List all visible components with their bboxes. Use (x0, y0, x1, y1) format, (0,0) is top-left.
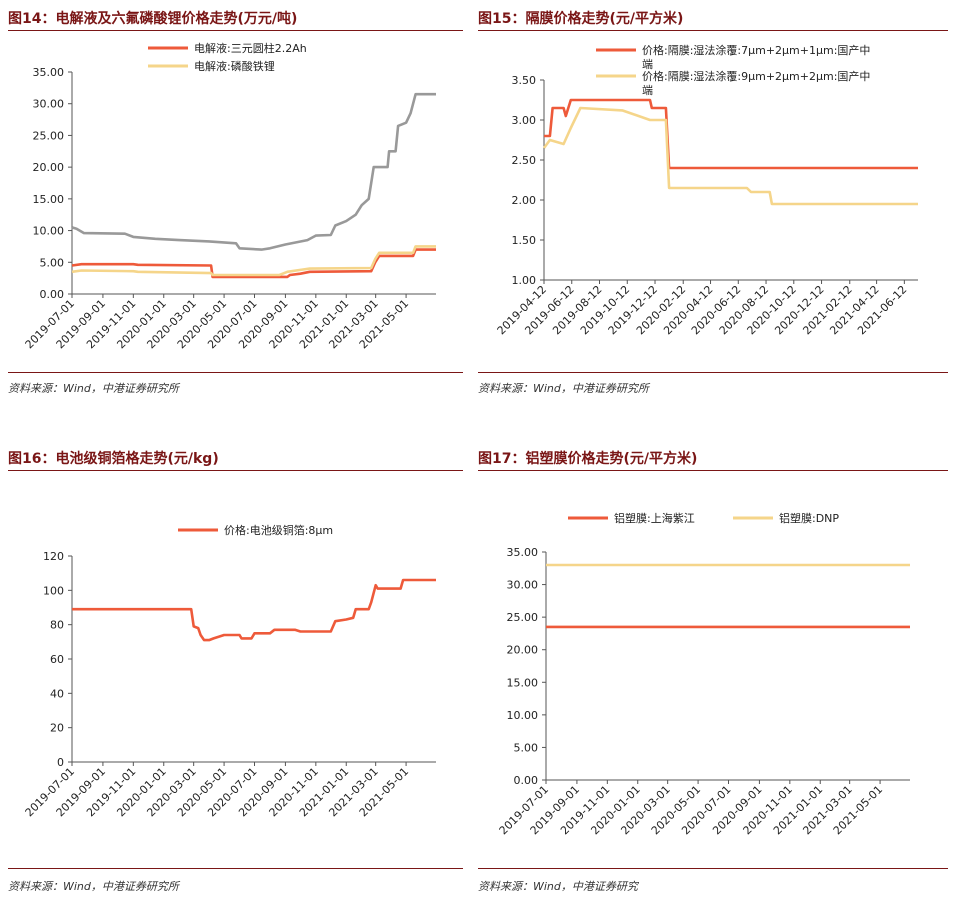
y-tick-label: 30.00 (507, 579, 539, 592)
y-tick-label: 40 (50, 687, 64, 700)
series-line (542, 106, 918, 206)
chart-panel-2: 图15：隔膜价格走势(元/平方米) 1.00 1.50 2.00 2.50 3.00 3.… (478, 0, 948, 400)
legend-label: 价格:隔膜:湿法涂覆:9μm+2μm+2μm:国产中 (642, 69, 870, 83)
source-note: 资料来源：Wind，中港证券研究 (478, 880, 638, 893)
y-tick-label: 15.00 (33, 193, 65, 206)
title-divider (8, 30, 463, 31)
y-tick-label: 80 (50, 619, 64, 632)
y-tick-label: 25.00 (507, 611, 539, 624)
y-tick-label: 0 (57, 756, 64, 769)
title-divider (478, 30, 948, 31)
y-tick-label: 10.00 (33, 225, 65, 238)
y-tick-label: 35.00 (33, 66, 65, 79)
chart-panel-4: 图17：铝塑膜价格走势(元/平方米) 0.00 5.00 10.00 15.00 20.… (478, 448, 948, 903)
legend-label: 端 (642, 84, 653, 97)
y-tick-label: 25.00 (33, 129, 65, 142)
y-tick-label: 20 (50, 722, 64, 735)
chart-title: 图14：电解液及六氟磷酸锂价格走势(万元/吨) (8, 11, 298, 27)
chart-svg: 0204060801001202019-07-012019-09-012019-… (23, 523, 436, 819)
chart-panel-1: 图14：电解液及六氟磷酸锂价格走势(万元/吨) 0.00 5.00 10.00 15.… (8, 0, 463, 400)
source-divider (478, 868, 948, 869)
y-tick-label: 5.00 (514, 741, 539, 754)
legend-label: 铝塑膜:DNP (779, 511, 839, 525)
legend-label: 价格:隔膜:湿法涂覆:7μm+2μm+1μm:国产中 (642, 43, 870, 57)
y-tick-label: 2.00 (512, 194, 537, 207)
y-tick-label: 2.50 (512, 154, 537, 167)
source-divider (8, 372, 463, 373)
y-tick-label: 100 (43, 584, 64, 597)
legend-label: 电解液:磷酸铁锂 (194, 59, 275, 73)
legend-label: 铝塑膜:上海紫江 (614, 511, 695, 525)
legend-label: 电解液:三元圆柱2.2Ah (194, 41, 307, 55)
title-divider (478, 470, 948, 471)
chart-svg: 1.001.502.002.503.003.502019-04-122019-0… (495, 43, 918, 337)
series-line (71, 245, 436, 277)
series-line (72, 578, 436, 642)
y-tick-label: 20.00 (33, 161, 65, 174)
chart-title: 图16：电池级铜箔格走势(元/kg) (8, 451, 219, 467)
source-note: 资料来源：Wind，中港证券研究所 (8, 880, 179, 893)
source-divider (478, 372, 948, 373)
chart-title: 图15：隔膜价格走势(元/平方米) (478, 11, 684, 27)
chart-title: 图17：铝塑膜价格走势(元/平方米) (478, 451, 698, 467)
chart-svg: 0.005.0010.0015.0020.0025.0030.0035.0020… (497, 511, 910, 837)
y-tick-label: 30.00 (33, 98, 65, 111)
legend-label: 端 (642, 58, 653, 71)
chart-svg: 0.005.0010.0015.0020.0025.0030.0035.0020… (23, 41, 436, 351)
source-note: 资料来源：Wind，中港证券研究所 (478, 382, 649, 395)
y-tick-label: 3.00 (512, 114, 537, 127)
y-tick-label: 0.00 (514, 774, 539, 787)
y-tick-label: 1.00 (512, 274, 537, 287)
series-line (71, 248, 436, 279)
y-tick-label: 5.00 (40, 256, 65, 269)
source-note: 资料来源：Wind，中港证券研究所 (8, 382, 179, 395)
title-divider (8, 470, 463, 471)
y-tick-label: 20.00 (507, 644, 539, 657)
series-line (71, 92, 436, 251)
y-tick-label: 15.00 (507, 676, 539, 689)
y-tick-label: 35.00 (507, 546, 539, 559)
chart-panel-3: 图16：电池级铜箔格走势(元/kg) 0 20 40 60 80 100 120 2019-0… (8, 448, 463, 903)
legend-label: 价格:电池级铜箔:8μm (224, 523, 333, 537)
y-tick-label: 0.00 (40, 288, 65, 301)
y-tick-label: 1.50 (512, 234, 537, 247)
y-tick-label: 60 (50, 653, 64, 666)
y-tick-label: 10.00 (507, 709, 539, 722)
y-tick-label: 120 (43, 550, 64, 563)
y-tick-label: 3.50 (512, 74, 537, 87)
source-divider (8, 868, 463, 869)
